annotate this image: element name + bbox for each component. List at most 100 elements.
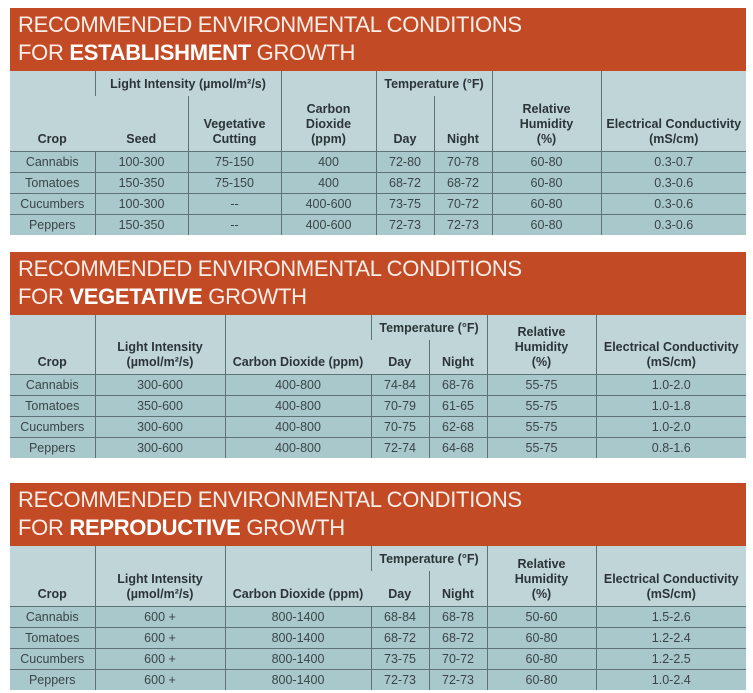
- cell-ec: 0.3-0.6: [600, 192, 746, 214]
- table-row: Cucumbers 300-600 400-800 70-75 62-68 55-75 1.…: [10, 415, 746, 437]
- cell-co2: 400-800: [224, 436, 371, 458]
- cell-night: 70-78: [433, 150, 493, 172]
- cell-night: 72-73: [433, 213, 493, 235]
- cell-co2: 800-1400: [224, 647, 371, 669]
- table-row: Cannabis 100-300 75-150 400 72-80 70-78 60-80 0…: [10, 150, 746, 172]
- cell-ec: 0.3-0.6: [600, 171, 746, 193]
- cell-day: 70-75: [370, 415, 429, 437]
- cell-day: 72-73: [375, 213, 434, 235]
- cell-ec: 1.0-1.8: [595, 394, 746, 416]
- col-crop: Crop: [10, 315, 95, 374]
- col-seed: Seed: [95, 96, 188, 151]
- cell-humidity: 60-80: [486, 626, 597, 648]
- col-humidity: Relative Humidity (%): [486, 315, 597, 374]
- col-day: Day: [375, 96, 434, 151]
- establishment-table: Crop Light Intensity (µmol/m²/s) Carbon …: [10, 71, 746, 235]
- cell-humidity: 60-80: [491, 150, 602, 172]
- col-temp-group: Temperature (°F): [370, 315, 488, 340]
- cell-crop: Cucumbers: [10, 415, 95, 437]
- cell-day: 72-80: [375, 150, 434, 172]
- cell-ec: 0.8-1.6: [595, 436, 746, 458]
- table-row: Cannabis 600 +800-1400 68-84 68-78 50-60 1.5-…: [10, 605, 746, 627]
- cell-day: 74-84: [370, 373, 429, 395]
- cell-day: 73-75: [370, 647, 429, 669]
- cell-ec: 0.3-0.7: [600, 150, 746, 172]
- cell-light: 350-600: [94, 394, 225, 416]
- cell-ec: 1.0-2.0: [595, 373, 746, 395]
- cell-night: 70-72: [433, 192, 493, 214]
- title-prefix: FOR: [18, 515, 70, 540]
- vegetative-panel: RECOMMENDED ENVIRONMENTAL CONDITIONS FOR…: [10, 252, 746, 458]
- title-bold: ESTABLISHMENT: [69, 40, 251, 65]
- cell-humidity: 60-80: [491, 171, 602, 193]
- title-line-1: RECOMMENDED ENVIRONMENTAL CONDITIONS: [18, 256, 522, 281]
- cell-day: 73-75: [375, 192, 434, 214]
- cell-crop: Cannabis: [10, 150, 95, 172]
- cell-crop: Cannabis: [10, 605, 95, 627]
- col-temp-group: Temperature (°F): [375, 71, 493, 96]
- cell-cutting: 75-150: [187, 150, 281, 172]
- cell-co2: 800-1400: [224, 668, 371, 690]
- cell-seed: 150-350: [94, 213, 188, 235]
- cell-light: 600 +: [94, 626, 225, 648]
- title-suffix: GROWTH: [202, 284, 307, 309]
- cell-light: 600 +: [94, 647, 225, 669]
- cell-ec: 1.0-2.4: [595, 668, 746, 690]
- cell-seed: 100-300: [94, 192, 188, 214]
- cell-day: 72-73: [370, 668, 429, 690]
- vegetative-table: Crop Light Intensity (µmol/m²/s) Carbon …: [10, 315, 746, 458]
- title-bold: VEGETATIVE: [69, 284, 203, 309]
- cell-humidity: 50-60: [486, 605, 597, 627]
- cell-night: 62-68: [428, 415, 488, 437]
- cell-co2: 800-1400: [224, 605, 371, 627]
- cell-crop: Cucumbers: [10, 647, 95, 669]
- col-day: Day: [371, 340, 429, 374]
- col-co2: Carbon Dioxide (ppm): [224, 546, 371, 606]
- cell-humidity: 60-80: [491, 213, 602, 235]
- col-ec: Electrical Conductivity (mS/cm): [595, 546, 746, 606]
- panel-title: RECOMMENDED ENVIRONMENTAL CONDITIONS FOR…: [10, 483, 746, 546]
- title-prefix: FOR: [18, 284, 70, 309]
- cell-ec: 0.3-0.6: [600, 213, 746, 235]
- cell-light: 600 +: [94, 668, 225, 690]
- cell-humidity: 55-75: [486, 373, 597, 395]
- col-night: Night: [428, 340, 488, 374]
- col-ec: Electrical Conductivity (mS/cm): [600, 71, 746, 151]
- cell-ec: 1.2-2.5: [595, 647, 746, 669]
- table-row: Tomatoes 600 +800-1400 68-72 68-72 60-80 1.2-…: [10, 626, 746, 648]
- cell-cutting: --: [187, 213, 281, 235]
- cell-light: 300-600: [94, 415, 225, 437]
- cell-seed: 150-350: [94, 171, 188, 193]
- col-temp-group: Temperature (°F): [370, 546, 488, 571]
- table-row: Tomatoes 350-600 400-800 70-79 61-65 55-75 1.0…: [10, 394, 746, 416]
- table-row: Cucumbers 100-300 -- 400-600 73-75 70-72 60-80…: [10, 192, 746, 214]
- cell-humidity: 60-80: [486, 668, 597, 690]
- cell-light: 600 +: [94, 605, 225, 627]
- cell-night: 70-72: [428, 647, 488, 669]
- cell-co2: 400-600: [280, 192, 376, 214]
- reproductive-table: Crop Light Intensity (µmol/m²/s) Carbon …: [10, 546, 746, 690]
- cell-night: 68-78: [428, 605, 488, 627]
- title-suffix: GROWTH: [250, 40, 356, 65]
- cell-day: 70-79: [370, 394, 429, 416]
- col-cutting: Vegetative Cutting: [187, 96, 281, 151]
- cell-night: 68-72: [428, 626, 488, 648]
- col-crop: Crop: [10, 546, 95, 606]
- title-bold: REPRODUCTIVE: [69, 515, 241, 540]
- col-light: Light Intensity (µmol/m²/s): [94, 546, 225, 606]
- title-prefix: FOR: [18, 40, 70, 65]
- table-row: Tomatoes 150-350 75-150 400 68-72 68-72 60-80 0…: [10, 171, 746, 193]
- cell-crop: Tomatoes: [10, 626, 95, 648]
- cell-day: 68-72: [375, 171, 434, 193]
- cell-co2: 400-800: [224, 415, 371, 437]
- panel-title: RECOMMENDED ENVIRONMENTAL CONDITIONS FOR…: [10, 8, 746, 71]
- cell-crop: Peppers: [10, 668, 95, 690]
- title-line-2: FOR REPRODUCTIVE GROWTH: [18, 514, 746, 542]
- cell-night: 64-68: [428, 436, 488, 458]
- table-row: Cannabis 300-600 400-800 74-84 68-76 55-75 1.0…: [10, 373, 746, 395]
- cell-crop: Peppers: [10, 213, 95, 235]
- title-suffix: GROWTH: [240, 515, 345, 540]
- cell-co2: 400-600: [280, 213, 376, 235]
- cell-day: 68-84: [370, 605, 429, 627]
- cell-co2: 400: [280, 171, 376, 193]
